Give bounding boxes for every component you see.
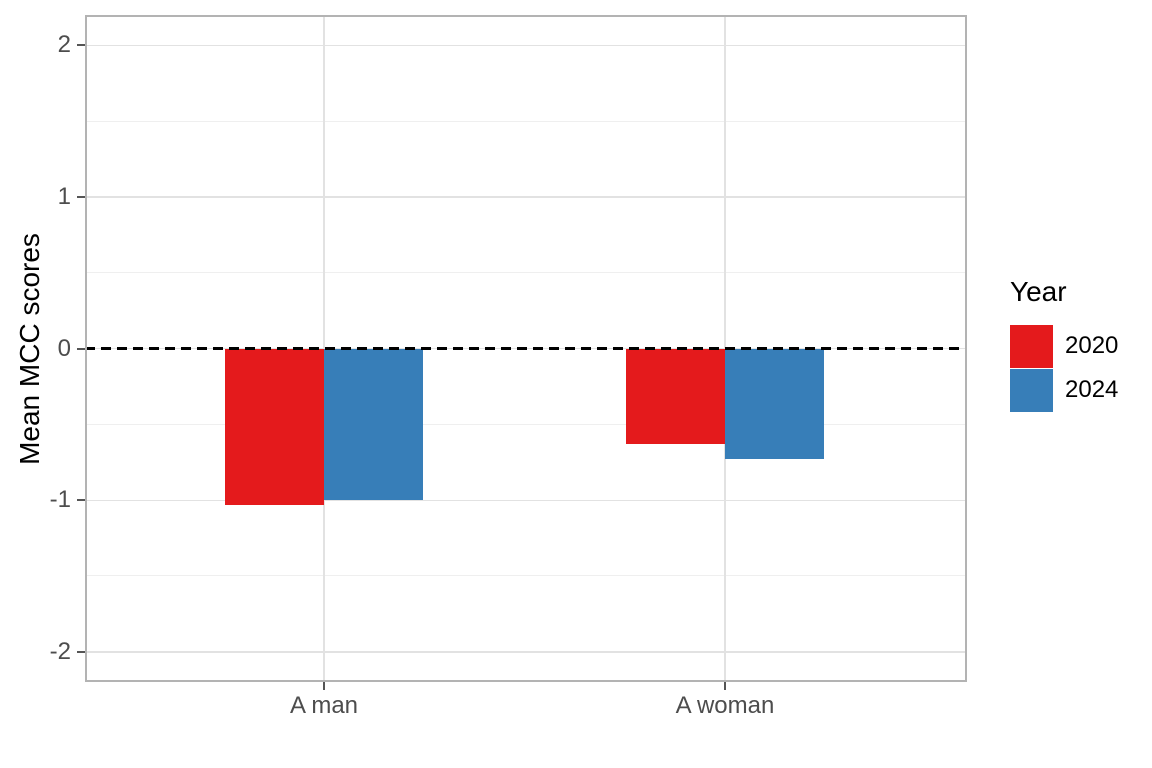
bar-2024-a-woman [724,348,824,460]
gridline-major [85,196,967,198]
legend-title: Year [1010,276,1067,307]
zero-reference-line [85,347,967,350]
y-axis-tick [77,650,85,653]
legend-swatch-2024 [1010,368,1053,412]
gridline-minor [85,423,967,425]
y-axis-tick [77,347,85,350]
y-axis-tick [77,44,85,47]
gridline-major [85,44,967,47]
gridline-minor [85,272,967,274]
y-axis-tick [77,499,85,502]
legend-label: 2024 [1065,376,1119,403]
y-tick-label: 2 [57,31,71,59]
legend-swatch-2020 [1010,324,1053,368]
gridline-minor [85,120,967,122]
bar-2024-a-man [324,348,424,501]
gridline-minor [85,575,967,577]
bar-2020-a-man [225,348,325,505]
x-tick-label: A woman [675,692,775,719]
y-tick-label: -2 [49,637,71,665]
y-tick-label: 0 [57,334,71,362]
x-axis-tick [723,682,726,690]
x-axis-tick [323,682,326,690]
legend-label: 2020 [1065,332,1119,359]
y-tick-label: 1 [57,182,71,210]
gridline-major [85,499,967,501]
legend-entry-2020: 2020 [1010,324,1152,368]
y-axis-tick [77,195,85,198]
bar-2020-a-woman [625,348,725,444]
legend-entry-2024: 2024 [1010,368,1152,412]
x-tick-label: A man [289,692,359,719]
y-tick-label: -1 [49,486,71,514]
legend: Year 2020 2024 [1010,276,1152,412]
legend-entries: 2020 2024 [1010,324,1152,412]
gridline-major [85,651,967,653]
